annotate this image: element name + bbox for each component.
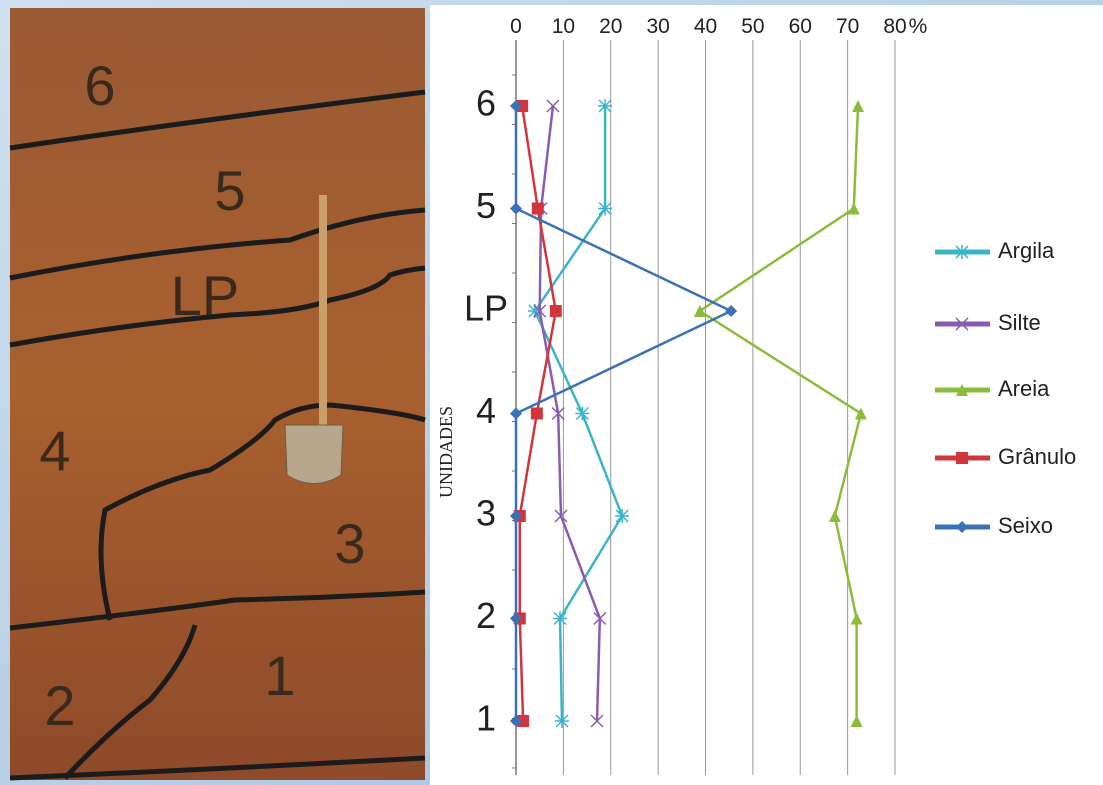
y-tick-label: 5 xyxy=(476,185,496,226)
x-tick-label: 50 xyxy=(741,15,764,38)
legend-label: Areia xyxy=(998,376,1050,401)
photo-label: 4 xyxy=(39,419,70,482)
x-tick-label: 30 xyxy=(646,15,669,38)
marker xyxy=(956,452,968,464)
x-tick-label: 20 xyxy=(599,15,622,38)
photo-label: 2 xyxy=(44,674,75,737)
photo-label: 5 xyxy=(214,159,245,222)
y-tick-label: 2 xyxy=(476,595,496,636)
marker xyxy=(575,407,589,421)
figure: 6 5 LP 4 3 2 1 0 10 20 30 40 50 60 70 80% 1 2 3 4 LP 5 6 UNIDA… xyxy=(0,0,1103,785)
photo-label: 3 xyxy=(334,512,365,575)
photo-label: 1 xyxy=(264,644,295,707)
x-tick-label: 80 xyxy=(883,15,906,38)
photo-soil xyxy=(10,8,425,780)
x-tick-label: 70 xyxy=(836,15,859,38)
marker xyxy=(555,714,569,728)
y-tick-label: 3 xyxy=(476,493,496,534)
marker xyxy=(532,203,544,215)
marker xyxy=(598,99,612,113)
photo-label: LP xyxy=(171,264,240,327)
marker xyxy=(550,305,562,317)
marker xyxy=(553,612,567,626)
marker xyxy=(531,408,543,420)
legend-label: Argila xyxy=(998,238,1055,263)
marker xyxy=(615,509,629,523)
y-tick-label: 1 xyxy=(476,698,496,739)
marker xyxy=(955,245,969,259)
x-tick-label: 60 xyxy=(789,15,812,38)
marker xyxy=(598,202,612,216)
legend-label: Grânulo xyxy=(998,444,1076,469)
x-tick-label: 10 xyxy=(552,15,575,38)
y-tick-label: LP xyxy=(464,288,508,329)
x-unit-label: % xyxy=(909,15,928,38)
legend-label: Seixo xyxy=(998,513,1053,538)
x-tick-label: 40 xyxy=(694,15,717,38)
x-tick-label: 0 xyxy=(510,15,522,38)
photo-label: 6 xyxy=(84,54,115,117)
y-tick-label: 4 xyxy=(476,390,496,431)
photo: 6 5 LP 4 3 2 1 xyxy=(10,8,425,780)
legend-label: Silte xyxy=(998,310,1041,335)
y-axis-title: UNIDADES xyxy=(436,406,456,498)
y-tick-label: 6 xyxy=(476,83,496,124)
